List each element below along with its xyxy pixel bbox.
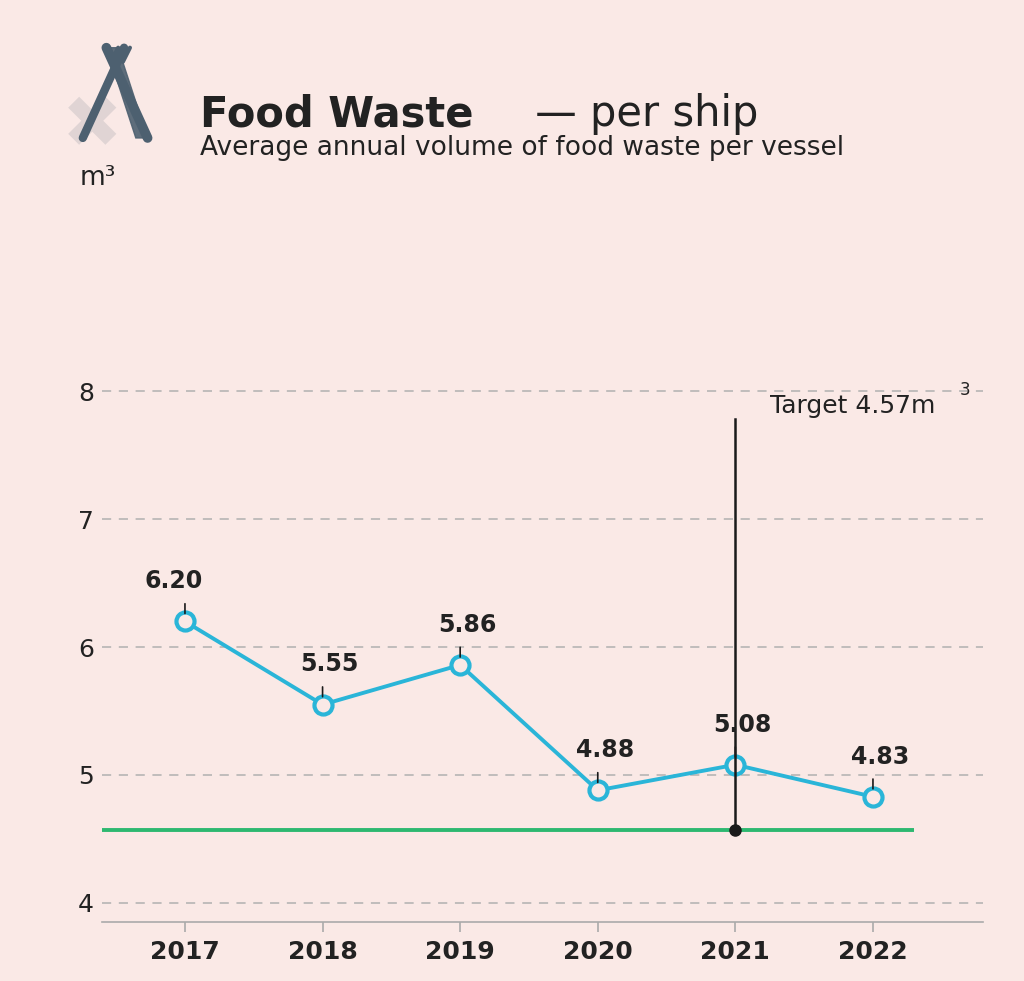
Text: Food Waste — per ship: Food Waste — per ship [200, 93, 836, 135]
Text: 4.88: 4.88 [575, 738, 634, 762]
Text: Food Waste: Food Waste [200, 93, 473, 135]
Text: 3: 3 [959, 381, 971, 399]
Text: 5.86: 5.86 [438, 613, 497, 637]
Text: 6.20: 6.20 [144, 569, 203, 594]
Polygon shape [106, 48, 147, 138]
Text: 5.08: 5.08 [713, 712, 771, 737]
Text: Target 4.57m: Target 4.57m [770, 394, 935, 419]
Text: m³: m³ [80, 165, 117, 191]
Text: 5.55: 5.55 [300, 652, 358, 677]
Text: ✖: ✖ [61, 93, 123, 162]
Text: Average annual volume of food waste per vessel: Average annual volume of food waste per … [200, 135, 844, 162]
Text: 4.83: 4.83 [851, 745, 909, 768]
Text: — per ship: — per ship [522, 93, 759, 135]
